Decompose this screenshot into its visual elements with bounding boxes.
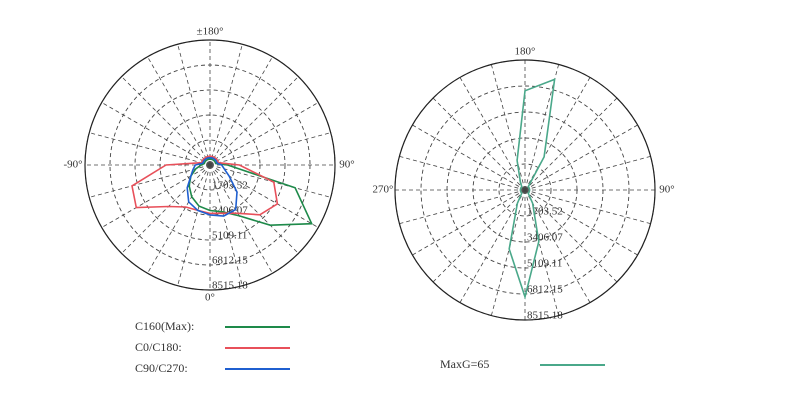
outer-ring	[394, 59, 656, 321]
r-tick-label: 6812.15	[527, 284, 563, 296]
angle-label: 90°	[659, 184, 674, 196]
spoke	[89, 132, 211, 166]
legend-label: C0/C180:	[135, 340, 182, 354]
r-tick-label: 3406.07	[527, 232, 563, 244]
spoke	[121, 76, 211, 166]
spoke	[209, 76, 299, 166]
r-tick-label: 8515.18	[527, 310, 563, 322]
angle-label: -90°	[63, 159, 82, 171]
grid-ring	[109, 64, 311, 266]
spoke	[399, 155, 526, 191]
angle-label: 90°	[339, 159, 354, 171]
spoke	[209, 102, 319, 166]
series-curve	[186, 156, 238, 217]
outer-ring	[84, 39, 336, 291]
spoke	[412, 189, 526, 256]
spoke	[101, 164, 211, 228]
legend-label: C160(Max):	[135, 319, 194, 333]
spoke	[209, 44, 243, 166]
spoke	[524, 189, 638, 256]
angle-label: 0°	[205, 292, 215, 304]
spoke	[177, 164, 211, 286]
spoke	[209, 164, 319, 228]
angle-label: 270°	[373, 184, 394, 196]
spoke	[89, 164, 211, 198]
spoke	[524, 189, 560, 316]
series-curve	[508, 78, 556, 300]
spoke	[412, 124, 526, 191]
spoke	[209, 56, 273, 166]
r-tick-label: 1703.52	[212, 180, 248, 192]
angle-label: ±180°	[197, 26, 224, 38]
grid-ring	[472, 137, 578, 243]
spoke	[147, 56, 211, 166]
spoke	[432, 189, 526, 283]
spoke	[459, 189, 526, 303]
spoke	[459, 77, 526, 191]
grid-ring	[446, 111, 604, 269]
grid-ring	[498, 163, 552, 217]
r-tick-label: 6812.15	[212, 255, 248, 267]
spoke	[147, 164, 211, 274]
spoke	[490, 64, 526, 191]
series-curve	[188, 158, 313, 227]
r-tick-label: 5109.11	[212, 230, 247, 242]
spoke	[524, 155, 651, 191]
spoke	[524, 97, 618, 191]
spoke	[490, 189, 526, 316]
spoke	[432, 97, 526, 191]
angle-label: 180°	[515, 46, 536, 58]
spoke	[399, 189, 526, 225]
spoke	[524, 124, 638, 191]
legend-label: C90/C270:	[135, 361, 188, 375]
r-tick-label: 1703.52	[527, 206, 563, 218]
spoke	[524, 189, 591, 303]
r-tick-label: 8515.18	[212, 280, 248, 292]
series-curve	[131, 155, 279, 216]
spoke	[177, 44, 211, 166]
spoke	[524, 189, 618, 283]
r-tick-label: 5109.11	[527, 258, 562, 270]
spoke	[209, 132, 331, 166]
grid-ring	[134, 89, 286, 241]
legend-label: MaxG=65	[440, 357, 489, 371]
spoke	[524, 189, 651, 225]
spoke	[101, 102, 211, 166]
